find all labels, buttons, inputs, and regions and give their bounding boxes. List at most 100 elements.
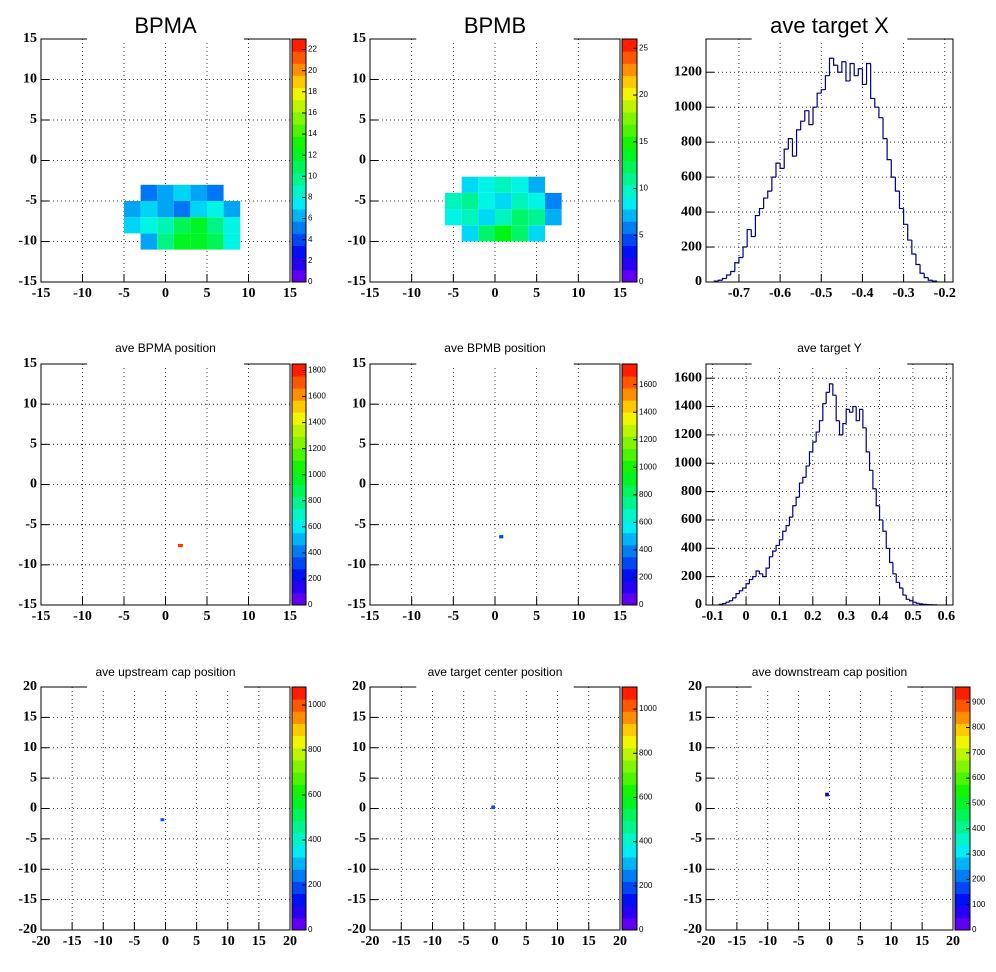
z-tick-label: 5 (639, 230, 644, 239)
y-tick-label: 600 (681, 169, 702, 184)
y-tick-label: 15 (23, 710, 37, 725)
color-band (292, 544, 306, 558)
x-tick-label: 15 (283, 286, 297, 301)
cell (190, 201, 207, 218)
y-tick-label: 0 (30, 801, 37, 816)
x-tick-label: -0.1 (702, 609, 724, 624)
histogram-bin (865, 427, 870, 453)
histogram-bin (915, 602, 920, 604)
color-band (292, 472, 306, 485)
z-tick-label: 400 (308, 835, 322, 844)
x-tick-label: -0.7 (728, 286, 750, 301)
x-tick-label: 15 (252, 934, 266, 949)
color-band (622, 759, 637, 773)
z-tick-label: 0 (308, 600, 313, 609)
cell (528, 176, 545, 193)
color-band (292, 556, 306, 570)
histogram-bin (788, 516, 793, 526)
cell (511, 176, 529, 193)
histogram-bin (858, 408, 863, 421)
cell (173, 217, 191, 234)
histogram-bin (746, 228, 752, 248)
x-tick-label: 15 (283, 609, 297, 624)
x-tick-label: 0.6 (938, 609, 956, 624)
z-tick-label: 0 (639, 277, 644, 286)
histogram-bin (795, 496, 800, 506)
z-tick-label: 800 (972, 723, 986, 732)
histogram-bin (886, 138, 892, 161)
cell (495, 225, 512, 242)
histogram-bin (815, 431, 820, 442)
z-tick-label: 600 (639, 517, 653, 526)
x-tick-label: 0.2 (804, 609, 822, 624)
cell (545, 209, 562, 226)
histogram-bin (878, 505, 883, 521)
histogram-bin (775, 544, 780, 552)
cell (499, 535, 504, 539)
color-band (292, 51, 306, 64)
color-band (955, 723, 970, 737)
histogram-bin (919, 603, 923, 605)
histogram-bin (812, 106, 818, 125)
histogram-bin (892, 562, 897, 575)
color-band (292, 893, 306, 907)
y-tick-label: 10 (352, 72, 366, 87)
color-band (292, 388, 306, 401)
histogram-bin (772, 550, 777, 557)
histogram-bin (725, 601, 730, 604)
histogram-bin (717, 279, 723, 282)
histogram-bin (915, 254, 921, 266)
histogram-bin (782, 530, 787, 540)
chart-title: ave target Y (797, 341, 862, 355)
y-tick-label: 0 (695, 597, 702, 612)
color-band (622, 448, 637, 461)
cell (528, 225, 545, 242)
color-band (622, 905, 637, 919)
x-tick-label: -5 (793, 934, 805, 949)
color-band (622, 832, 637, 846)
cell (495, 176, 512, 193)
histogram-bin (765, 567, 770, 577)
y-tick-label: 0 (695, 801, 702, 816)
color-band (622, 844, 637, 858)
color-band (622, 747, 637, 761)
color-band (292, 39, 306, 52)
color-band (292, 747, 306, 761)
histogram-bin (758, 207, 764, 216)
z-tick-label: 20 (639, 90, 648, 99)
x-tick-label: 0 (743, 609, 750, 624)
x-tick-label: -0.3 (893, 286, 915, 301)
y-tick-label: 5 (30, 112, 37, 127)
color-band (292, 568, 306, 582)
x-tick-label: -0.2 (934, 286, 956, 301)
y-tick-label: 200 (681, 569, 702, 584)
cell (825, 792, 829, 797)
histogram-bin (890, 159, 896, 178)
histogram-bin (795, 129, 801, 157)
histogram-bin (875, 488, 880, 507)
y-tick-label: -5 (25, 193, 37, 208)
y-tick-label: -10 (18, 234, 37, 249)
cell (207, 217, 224, 234)
histogram-bin (842, 422, 847, 435)
color-bar-frame (291, 686, 307, 931)
color-band (292, 508, 306, 522)
y-tick-label: 20 (352, 679, 366, 694)
title-box (751, 684, 908, 690)
x-tick-label: -10 (73, 609, 92, 624)
x-tick-label: 10 (242, 609, 256, 624)
cell (173, 201, 191, 218)
y-tick-label: -20 (347, 922, 366, 937)
histogram-bin (800, 120, 805, 130)
cell (511, 192, 529, 210)
chart-title: ave BPMA position (115, 341, 216, 355)
x-tick-label: 10 (551, 934, 565, 949)
y-tick-label: 0 (30, 477, 37, 492)
color-band (292, 592, 306, 606)
y-tick-label: -20 (683, 922, 702, 937)
z-tick-label: 1400 (639, 407, 657, 416)
cell (478, 225, 495, 242)
x-tick-label: -5 (447, 609, 459, 624)
histogram-bin (808, 110, 814, 126)
histogram-bin (838, 420, 843, 436)
